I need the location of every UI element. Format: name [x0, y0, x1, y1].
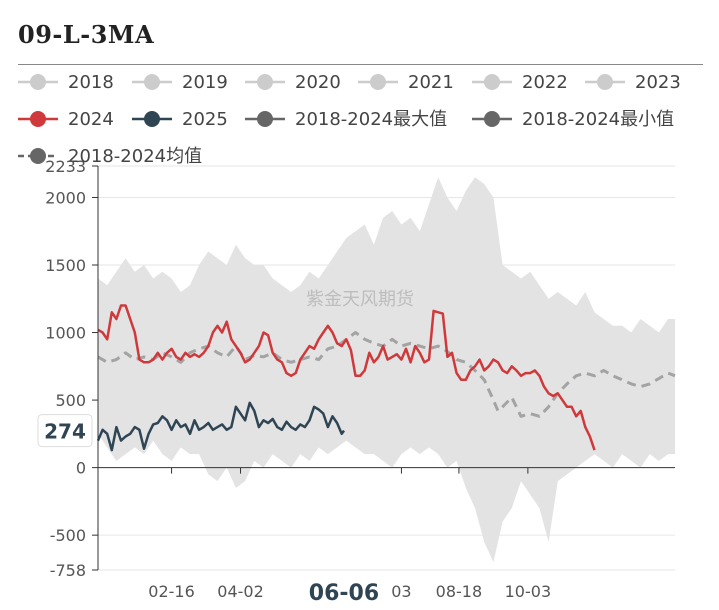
y-tick-label: 0 [76, 459, 86, 478]
crosshair-x-box [305, 574, 382, 608]
chart-title: 09-L-3MA [18, 20, 155, 49]
legend-marker [30, 111, 46, 127]
crosshair-x-label: 06-06 [309, 581, 379, 606]
legend-marker [484, 111, 500, 127]
legend-item-2018-2024最大值[interactable]: 2018-2024最大值 [245, 109, 447, 130]
legend-marker [144, 111, 160, 127]
y-tick-label: 2000 [45, 188, 86, 207]
legend-marker [30, 148, 46, 164]
min-max-band-area [98, 177, 675, 563]
x-tick-label: 04-02 [217, 582, 264, 601]
series-line-2024 [97, 304, 596, 451]
legend-label: 2018-2024均值 [68, 146, 202, 167]
legend-label: 2020 [295, 72, 341, 93]
watermark-text: 紫金天风期货 [306, 289, 414, 310]
legend-label: 2018-2024最大值 [295, 109, 447, 130]
legend-marker [484, 74, 500, 90]
x-tick-label: 10-03 [505, 582, 552, 601]
legend-item-2023[interactable]: 2023 [585, 72, 681, 93]
legend-item-2018-2024均值[interactable]: 2018-2024均值 [18, 146, 202, 167]
legend-label: 2018 [68, 72, 114, 93]
legend-item-2024[interactable]: 2024 [18, 109, 114, 130]
x-tick-label: 03 [391, 582, 411, 601]
legend-label: 2024 [68, 109, 114, 130]
y-tick-label: 2233 [45, 157, 86, 176]
legend-marker [30, 74, 46, 90]
legend: 2018 2019 2020 2021 2022 2023 2024 2025 2018-202… [18, 72, 681, 167]
min-max-band [98, 177, 675, 563]
crosshair-y-label: 274 [44, 420, 86, 444]
legend-item-2021[interactable]: 2021 [358, 72, 454, 93]
x-tick-label: 08-18 [436, 582, 483, 601]
legend-item-2018-2024最小值[interactable]: 2018-2024最小值 [472, 109, 674, 130]
title-divider [18, 64, 703, 65]
legend-label: 2023 [635, 72, 681, 93]
legend-marker [597, 74, 613, 90]
legend-item-2022[interactable]: 2022 [472, 72, 568, 93]
legend-item-2020[interactable]: 2020 [245, 72, 341, 93]
legend-item-2019[interactable]: 2019 [132, 72, 228, 93]
x-tick-label: 02-16 [148, 582, 195, 601]
legend-label: 2021 [408, 72, 454, 93]
y-tick-label: 500 [55, 391, 86, 410]
legend-label: 2025 [182, 109, 228, 130]
legend-label: 2019 [182, 72, 228, 93]
legend-marker [370, 74, 386, 90]
legend-marker [257, 111, 273, 127]
legend-item-2018[interactable]: 2018 [18, 72, 114, 93]
legend-marker [144, 74, 160, 90]
series-line-2018-2024均值 [97, 331, 676, 418]
axes: 2233 2000 1500 1000 500 0 -500 -758 02-16 04-02 03… [45, 157, 675, 601]
series-line-2025 [96, 401, 346, 452]
legend-label: 2018-2024最小值 [522, 109, 674, 130]
series-lines [96, 304, 676, 452]
y-tick-label: -500 [50, 526, 86, 545]
crosshair: 274 06-06 [37, 414, 382, 608]
legend-label: 2022 [522, 72, 568, 93]
y-tick-label: 1000 [45, 324, 86, 343]
legend-item-2025[interactable]: 2025 [132, 109, 228, 130]
y-tick-label: -758 [50, 561, 86, 580]
y-tick-label: 1500 [45, 256, 86, 275]
crosshair-y-box [37, 414, 93, 448]
legend-marker [257, 74, 273, 90]
